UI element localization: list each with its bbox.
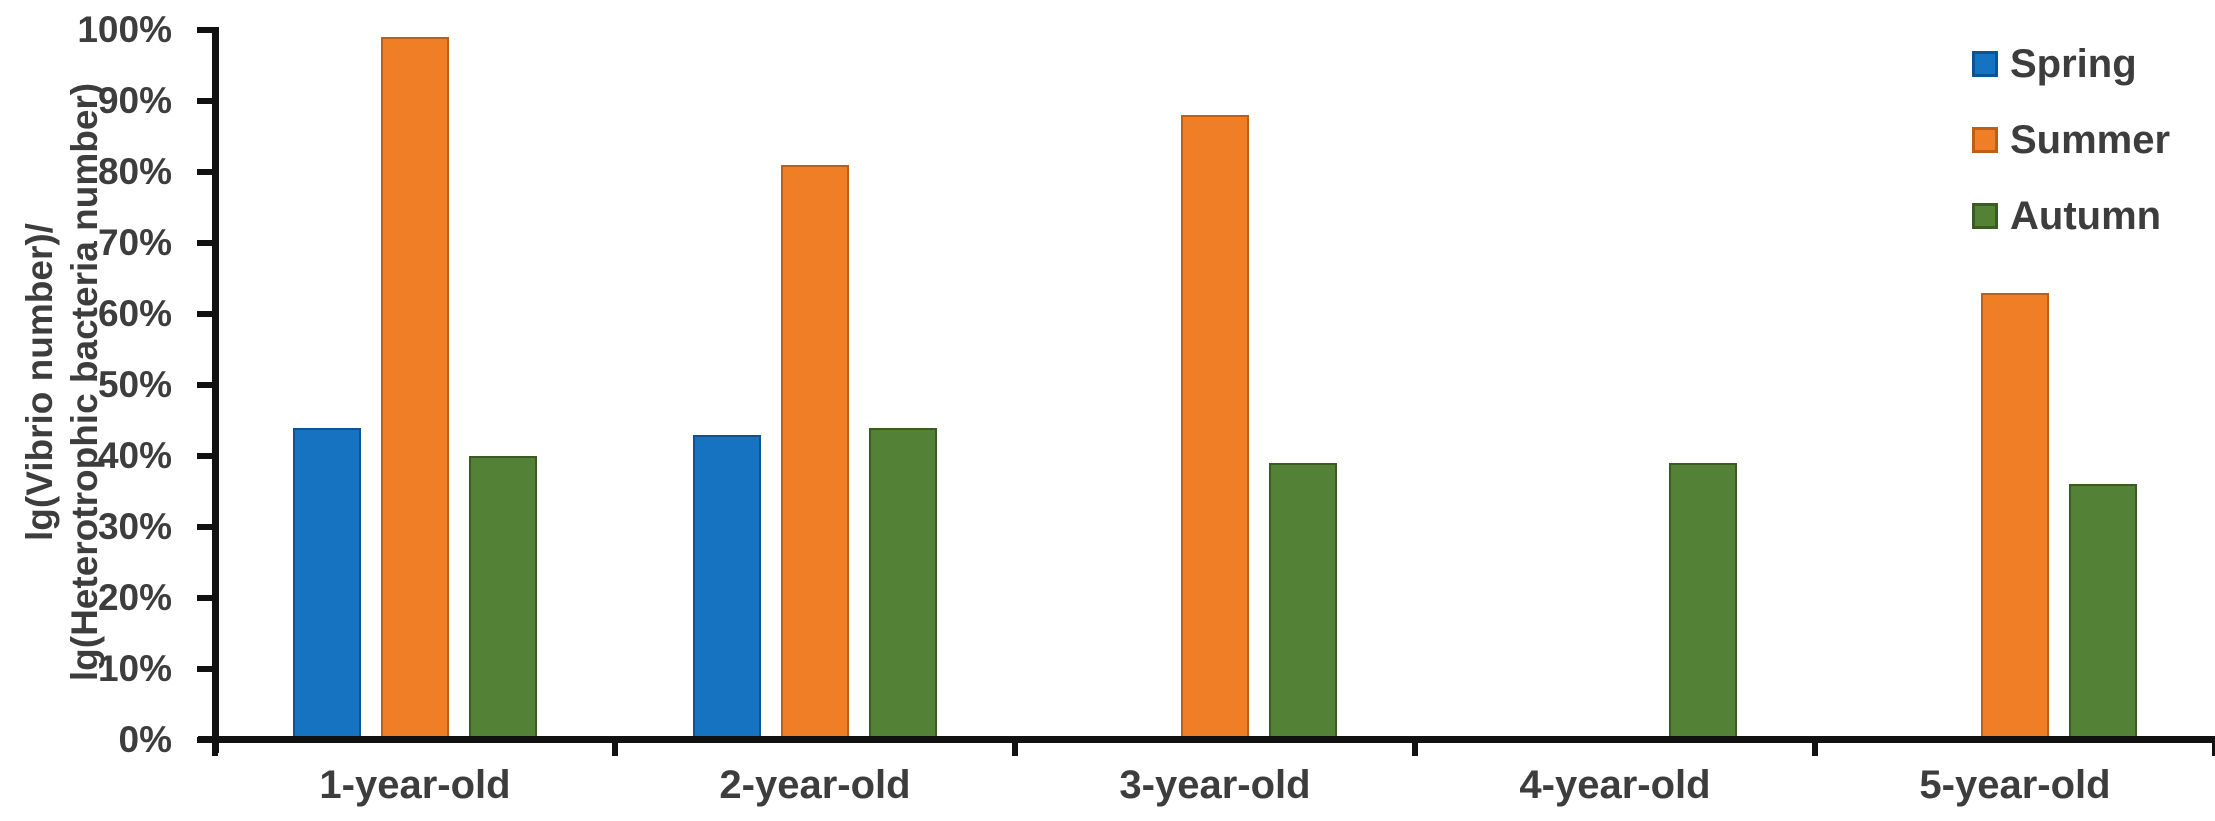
x-axis-tick-5 <box>2212 736 2215 756</box>
bar-summer-3-year-old <box>1181 115 1249 740</box>
y-tick-80% <box>197 169 215 175</box>
x-axis-tick-2 <box>1012 736 1018 756</box>
y-tick-label-50%: 50% <box>97 364 172 405</box>
bar-spring-1-year-old <box>293 427 361 740</box>
y-tick-label-10%: 10% <box>97 648 172 689</box>
y-tick-label-20%: 20% <box>97 577 172 618</box>
x-axis-tick-3 <box>1412 736 1418 756</box>
x-label-4-year-old: 4-year-old <box>1519 763 1711 807</box>
y-tick-40% <box>197 453 215 459</box>
x-label-3-year-old: 3-year-old <box>1119 763 1311 807</box>
legend: Spring Summer Autumn <box>1972 44 2170 272</box>
spring-swatch-icon <box>1972 51 1998 77</box>
y-tick-label-100%: 100% <box>77 9 172 50</box>
bar-spring-2-year-old <box>693 434 761 740</box>
legend-label-summer: Summer <box>2010 118 2171 162</box>
legend-label-autumn: Autumn <box>2010 194 2162 238</box>
x-label-5-year-old: 5-year-old <box>1919 763 2111 807</box>
y-tick-label-0%: 0% <box>118 719 172 760</box>
y-axis-line <box>212 27 219 753</box>
bar-summer-5-year-old <box>1981 292 2049 740</box>
summer-swatch-icon <box>1972 127 1998 153</box>
legend-item-autumn: Autumn <box>1972 196 2170 236</box>
y-tick-label-90%: 90% <box>97 80 172 121</box>
y-tick-label-40%: 40% <box>97 435 172 476</box>
y-tick-70% <box>197 240 215 246</box>
x-axis-tick-1 <box>612 736 618 756</box>
y-tick-60% <box>197 311 215 317</box>
bar-autumn-1-year-old <box>469 456 537 740</box>
y-tick-label-70%: 70% <box>97 222 172 263</box>
legend-item-summer: Summer <box>1972 120 2170 160</box>
x-label-2-year-old: 2-year-old <box>719 763 911 807</box>
y-tick-100% <box>197 27 215 33</box>
bar-autumn-5-year-old <box>2069 484 2137 740</box>
bar-summer-2-year-old <box>781 164 849 740</box>
y-tick-90% <box>197 98 215 104</box>
y-tick-label-30%: 30% <box>97 506 172 547</box>
y-tick-30% <box>197 524 215 530</box>
x-axis-tick-4 <box>1812 736 1818 756</box>
y-tick-label-80%: 80% <box>97 151 172 192</box>
autumn-swatch-icon <box>1972 203 1998 229</box>
bar-autumn-4-year-old <box>1669 463 1737 740</box>
legend-item-spring: Spring <box>1972 44 2170 84</box>
x-axis-line <box>198 736 2215 743</box>
x-label-1-year-old: 1-year-old <box>319 763 511 807</box>
bar-summer-1-year-old <box>381 37 449 740</box>
y-tick-label-60%: 60% <box>97 293 172 334</box>
legend-label-spring: Spring <box>2010 42 2137 86</box>
y-tick-10% <box>197 666 215 672</box>
bar-autumn-2-year-old <box>869 427 937 740</box>
bar-autumn-3-year-old <box>1269 463 1337 740</box>
y-tick-50% <box>197 382 215 388</box>
y-tick-20% <box>197 595 215 601</box>
